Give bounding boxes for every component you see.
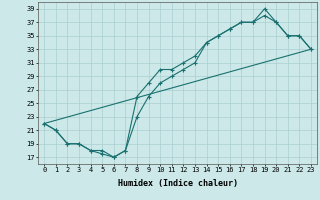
X-axis label: Humidex (Indice chaleur): Humidex (Indice chaleur)	[118, 179, 238, 188]
